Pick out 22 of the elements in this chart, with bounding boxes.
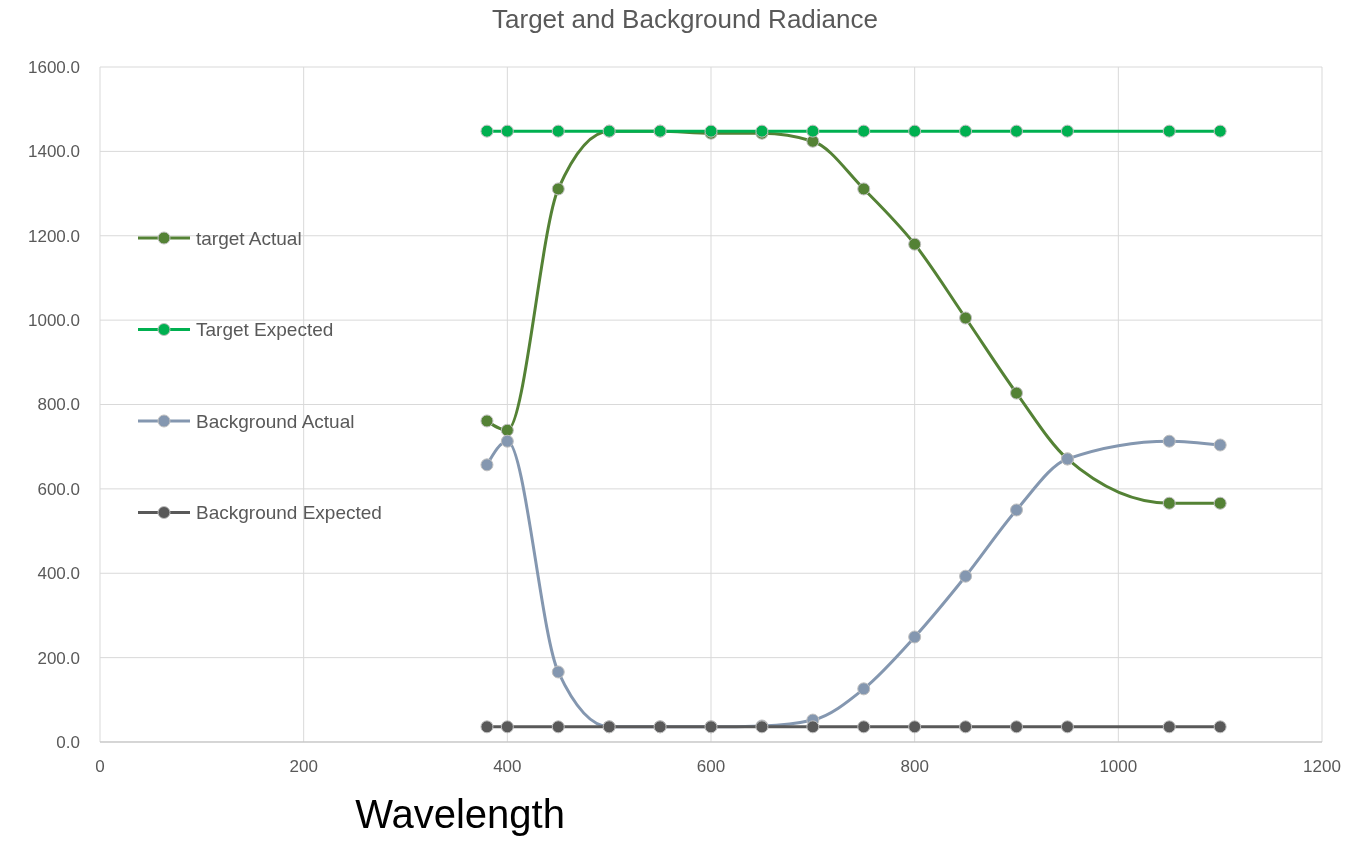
y-tick-label: 200.0 (37, 648, 80, 668)
y-tick-label: 400.0 (37, 564, 80, 584)
chart-title: Target and Background Radiance (492, 4, 878, 34)
y-tick-label: 1000.0 (28, 311, 80, 331)
y-tick-label: 0.0 (56, 732, 80, 752)
legend-label: target Actual (196, 227, 302, 249)
x-tick-label: 0 (95, 757, 105, 776)
y-tick-label: 1600.0 (28, 57, 80, 77)
y-tick-label: 1400.0 (28, 142, 80, 162)
x-tick-label: 1200 (1303, 757, 1341, 776)
legend-label: Background Expected (196, 502, 382, 524)
x-tick-label: 400 (493, 757, 522, 776)
y-tick-label: 1200.0 (28, 226, 80, 246)
y-tick-label: 600.0 (37, 479, 80, 499)
x-axis-title: Wavelength (355, 792, 565, 836)
legend-label: Target Expected (196, 319, 334, 341)
legend-label: Background Actual (196, 410, 355, 432)
x-tick-label: 200 (289, 757, 318, 776)
x-tick-label: 800 (900, 757, 929, 776)
x-tick-label: 1000 (1099, 757, 1138, 776)
x-tick-label: 600 (696, 757, 726, 776)
y-tick-label: 800.0 (37, 395, 80, 415)
